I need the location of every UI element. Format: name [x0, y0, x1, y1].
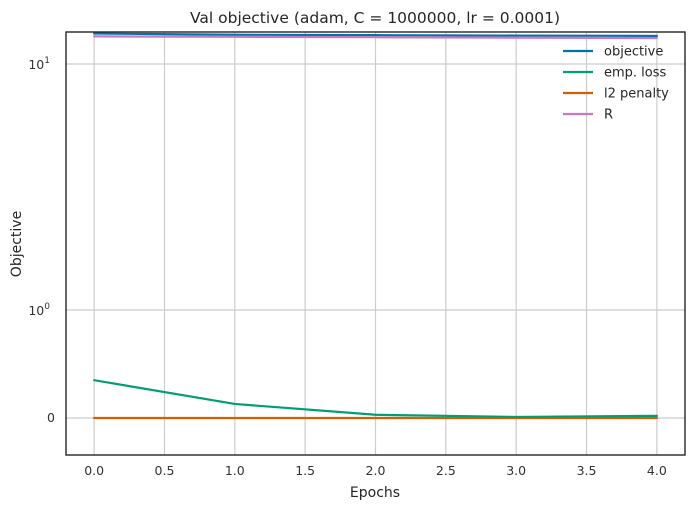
series-line-emp-loss — [93, 379, 658, 419]
x-tick-label: 3.5 — [577, 463, 597, 478]
x-axis-label: Epochs — [350, 485, 400, 501]
x-tick-label: 1.5 — [295, 463, 315, 478]
legend-label-emp-loss: emp. loss — [604, 66, 667, 81]
legend-label-l2-penalty: l2 penalty — [604, 87, 669, 102]
x-tick-label: 0.5 — [155, 463, 175, 478]
x-tick-label: 2.0 — [366, 463, 386, 478]
y-tick-label-1: 100 — [28, 302, 50, 318]
chart-title: Val objective (adam, C = 1000000, lr = 0… — [190, 9, 560, 27]
legend-label-r: R — [604, 108, 613, 123]
legend: objective emp. loss l2 penalty R — [563, 45, 669, 123]
x-tick-label: 3.0 — [506, 463, 526, 478]
x-tick-label: 0.0 — [84, 463, 104, 478]
y-tick-label-0: 0 — [47, 410, 55, 425]
x-tick-labels: 0.0 0.5 1.0 1.5 2.0 2.5 3.0 3.5 4.0 — [84, 463, 667, 478]
series-line-r — [93, 35, 658, 40]
series-line-objective — [93, 32, 658, 38]
x-tick-label: 2.5 — [436, 463, 456, 478]
y-tick-labels: 0 100 101 — [28, 56, 55, 425]
series-layer — [93, 32, 658, 420]
x-tick-label: 4.0 — [647, 463, 667, 478]
x-tick-label: 1.0 — [225, 463, 245, 478]
y-tick-exponent-1: 0 — [44, 302, 50, 312]
y-tick-label-10: 101 — [28, 56, 50, 72]
plot-frame — [65, 31, 686, 456]
legend-label-objective: objective — [604, 45, 663, 60]
y-axis-label: Objective — [9, 211, 25, 277]
y-tick-exponent-10: 1 — [44, 56, 50, 66]
